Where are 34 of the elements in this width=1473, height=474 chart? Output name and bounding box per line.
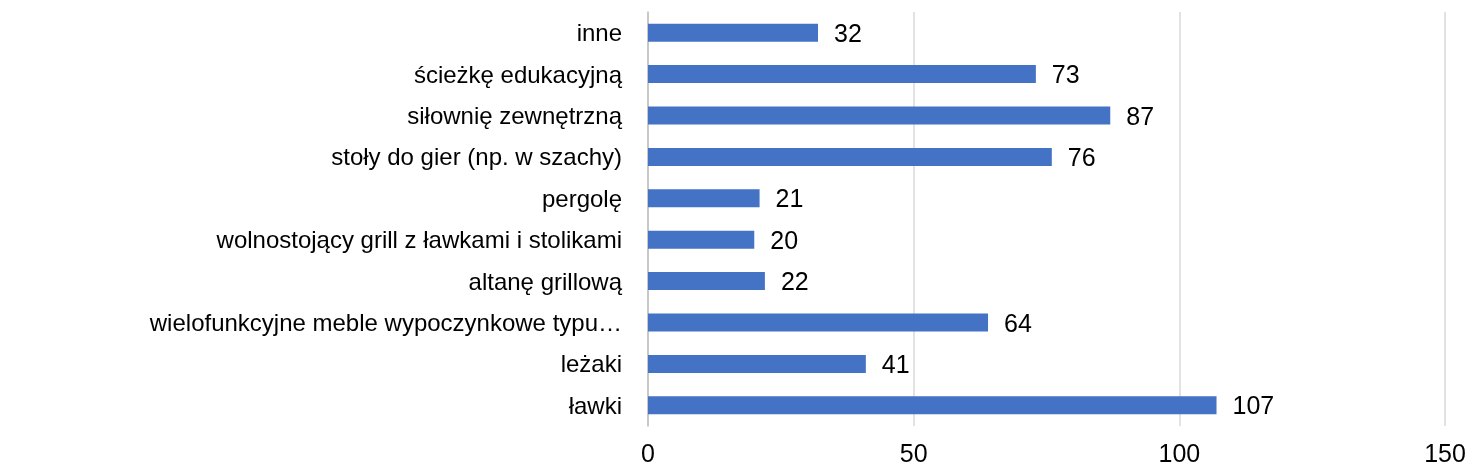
y-tick-label: leżaki xyxy=(560,350,622,378)
y-tick-label: inne xyxy=(576,19,622,47)
x-tick-label: 0 xyxy=(641,438,655,467)
data-label: 41 xyxy=(881,349,910,378)
data-label: 21 xyxy=(775,184,804,213)
x-tick-label: 150 xyxy=(1424,438,1466,467)
bar xyxy=(648,147,1052,166)
y-tick-label: ławki xyxy=(568,391,622,419)
y-tick-label: stoły do gier (np. w szachy) xyxy=(331,143,622,171)
y-tick-label: pergolę xyxy=(541,184,622,212)
x-tick-label: 100 xyxy=(1158,438,1201,467)
bar xyxy=(648,106,1111,125)
bar xyxy=(648,230,755,249)
y-tick-label: altanę grillową xyxy=(468,267,623,295)
data-label: 20 xyxy=(770,225,799,254)
data-label: 64 xyxy=(1004,308,1032,337)
x-tick-label: 50 xyxy=(899,438,928,467)
data-label: 32 xyxy=(834,18,862,47)
data-label: 76 xyxy=(1067,142,1096,171)
y-tick-label: wielofunkcyjne meble wypoczynkowe typu… xyxy=(148,309,622,336)
y-tick-label: siłownię zewnętrzną xyxy=(407,102,623,129)
bar xyxy=(648,189,760,208)
bar xyxy=(648,272,765,291)
data-label: 22 xyxy=(780,267,809,296)
y-tick-label: wolnostojący grill z ławkami i stolikami xyxy=(215,226,622,254)
bar xyxy=(648,354,866,373)
data-label: 107 xyxy=(1232,391,1275,420)
y-tick-label: ścieżkę edukacyjną xyxy=(413,60,623,88)
bar xyxy=(648,396,1217,415)
data-label: 87 xyxy=(1126,101,1155,130)
bar xyxy=(648,23,819,42)
bar xyxy=(648,313,989,332)
data-label: 73 xyxy=(1051,60,1080,89)
bar xyxy=(648,65,1036,84)
